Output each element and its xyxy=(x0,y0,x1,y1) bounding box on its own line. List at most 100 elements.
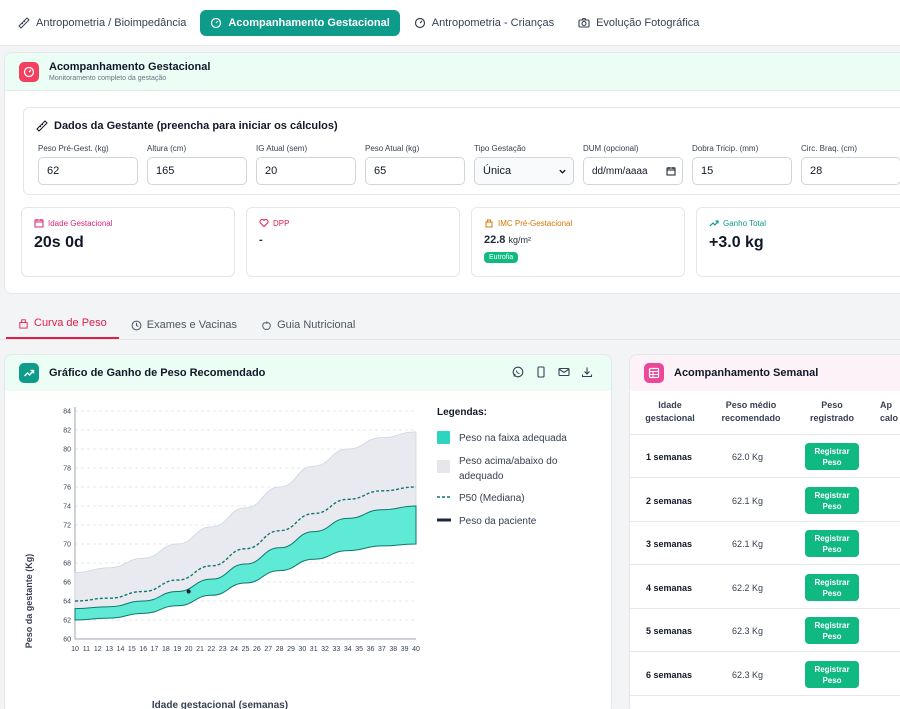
button-line: Registrar xyxy=(814,534,850,543)
legend-label-outside: Peso acima/abaixo do xyxy=(459,456,558,467)
x-tick-label: 37 xyxy=(378,646,386,653)
registrar-peso-button[interactable]: Registrar Peso xyxy=(805,617,859,644)
patient-weight-point xyxy=(186,589,191,594)
table-icon xyxy=(644,363,664,383)
ruler-icon xyxy=(18,16,30,29)
y-tick-label: 70 xyxy=(63,542,71,549)
ig-atual-input[interactable]: 20 xyxy=(256,157,356,185)
download-icon[interactable] xyxy=(581,366,593,378)
header-line: gestacional xyxy=(645,413,695,423)
field-label: Peso Atual (kg) xyxy=(365,144,420,153)
legend-swatch-outside xyxy=(437,460,450,473)
header-line: Peso xyxy=(821,400,843,410)
legend-label-median: P50 (Mediana) xyxy=(459,493,525,504)
x-tick-label: 24 xyxy=(230,646,238,653)
calendar-icon xyxy=(34,219,44,228)
chart-panel-header: Gráfico de Ganho de Peso Recomendado xyxy=(5,355,611,391)
sub-tab-bar: Curva de Peso Exames e Vacinas Guia Nutr… xyxy=(0,310,900,340)
registrar-peso-button[interactable]: Registrar Peso xyxy=(805,486,859,514)
x-tick-label: 28 xyxy=(276,646,284,653)
gauge-icon xyxy=(414,17,425,28)
x-tick-label: 29 xyxy=(287,646,295,653)
recommended-weight-cell: 62.3 Kg xyxy=(732,669,764,680)
weight-chart-panel: Gráfico de Ganho de Peso Recomendado 10 1… xyxy=(4,354,612,709)
tab-antropometria[interactable]: Antropometria / Bioimpedância xyxy=(8,10,196,36)
registrar-peso-button[interactable]: Registrar Peso xyxy=(805,530,859,557)
tab-curva-de-peso[interactable]: Curva de Peso xyxy=(6,317,119,339)
tipo-gestacao-select[interactable]: Única xyxy=(474,157,574,185)
stat-label: Idade Gestacional xyxy=(34,218,222,228)
x-tick-label: 30 xyxy=(298,646,306,653)
legend-label-outside-2: adequado xyxy=(459,471,504,482)
stat-idade-gestacional: Idade Gestacional 20s 0d xyxy=(21,207,235,277)
mail-icon[interactable] xyxy=(558,366,570,378)
recommended-weight-cell: 62.0 Kg xyxy=(732,452,764,462)
chart-panel-title: Gráfico de Ganho de Peso Recomendado xyxy=(49,367,266,379)
field-label: Dobra Tricip. (mm) xyxy=(692,144,759,153)
y-tick-label: 62 xyxy=(63,618,71,625)
registrar-peso-button[interactable]: Registrar Peso xyxy=(805,573,859,601)
dobra-tricip-input[interactable]: 15 xyxy=(692,157,792,185)
stat-label-text: Idade Gestacional xyxy=(48,218,113,228)
x-tick-label: 34 xyxy=(344,646,352,653)
week-cell: 2 semanas xyxy=(646,495,693,506)
x-tick-label: 23 xyxy=(219,646,227,653)
week-cell: 4 semanas xyxy=(646,582,693,593)
registrar-peso-button[interactable]: Registrar Peso xyxy=(805,660,859,688)
phone-icon[interactable] xyxy=(535,366,547,378)
field-label: IG Atual (sem) xyxy=(256,144,308,153)
recommended-weight-cell: 62.3 Kg xyxy=(732,626,764,636)
stat-value: 20s 0d xyxy=(34,234,84,251)
header-apoio: Ap calo xyxy=(880,399,900,425)
tab-antropometria-criancas[interactable]: Antropometria - Crianças xyxy=(404,10,564,36)
header-line: registrado xyxy=(809,413,854,423)
peso-pre-input[interactable]: 62 xyxy=(38,157,138,185)
y-tick-label: 66 xyxy=(63,580,71,587)
x-tick-label: 11 xyxy=(83,646,90,653)
tab-guia-nutricional[interactable]: Guia Nutricional xyxy=(249,319,367,339)
x-tick-label: 39 xyxy=(401,646,409,653)
calendar-icon[interactable] xyxy=(666,166,676,176)
tab-exames-e-vacinas[interactable]: Exames e Vacinas xyxy=(119,319,249,339)
status-badge: Eutrofia xyxy=(484,252,519,263)
legend-swatch-adequate xyxy=(437,431,450,444)
x-tick-label: 12 xyxy=(94,646,102,653)
legend-label-patient: Peso da paciente xyxy=(459,516,537,527)
y-tick-label: 72 xyxy=(63,523,71,530)
x-tick-label: 21 xyxy=(196,646,204,653)
x-tick-label: 10 xyxy=(71,646,79,653)
week-cell: 6 semanas xyxy=(646,669,693,680)
chart-actions xyxy=(512,366,593,378)
stat-label: IMC Pré-Gestacional xyxy=(484,218,672,228)
x-tick-label: 32 xyxy=(321,646,329,653)
tab-evolucao-fotografica[interactable]: Evolução Fotográfica xyxy=(568,10,709,36)
field-dobra-tricip: Dobra Tricip. (mm) 15 xyxy=(692,144,792,185)
altura-input[interactable]: 165 xyxy=(147,157,247,185)
week-cell: 5 semanas xyxy=(646,626,693,636)
subtab-label: Exames e Vacinas xyxy=(146,319,238,331)
x-tick-label: 15 xyxy=(128,646,136,653)
circ-braq-input[interactable]: 28 xyxy=(801,157,900,185)
whatsapp-icon[interactable] xyxy=(512,366,524,378)
button-line: Registrar xyxy=(814,490,850,500)
weekly-panel-header: Acompanhamento Semanal xyxy=(630,355,900,391)
x-tick-label: 16 xyxy=(139,646,147,653)
button-line: Peso xyxy=(822,501,842,511)
date-placeholder: dd/mm/aaaa xyxy=(592,165,648,177)
peso-atual-input[interactable]: 65 xyxy=(365,157,465,185)
gestational-card-header: Acompanhamento Gestacional Monitoramento… xyxy=(5,53,900,91)
gauge-icon xyxy=(211,17,222,28)
table-row: 2 semanas 62.1 Kg Registrar Peso xyxy=(630,479,900,522)
clock-icon xyxy=(131,320,142,330)
field-peso-atual: Peso Atual (kg) 65 xyxy=(365,144,465,185)
tab-label: Evolução Fotográfica xyxy=(596,16,700,29)
tab-acompanhamento-gestacional[interactable]: Acompanhamento Gestacional xyxy=(200,9,400,36)
dum-date-input[interactable]: dd/mm/aaaa xyxy=(583,157,683,185)
registrar-peso-button[interactable]: Registrar Peso xyxy=(805,443,859,470)
x-tick-label: 38 xyxy=(389,646,397,653)
x-tick-label: 17 xyxy=(151,646,159,653)
table-row: 1 semanas 62.0 Kg Registrar Peso xyxy=(630,435,900,478)
weekly-tracking-panel: Acompanhamento Semanal Idade gestacional … xyxy=(629,354,900,709)
stat-label-text: Ganho Total xyxy=(723,218,766,228)
trending-up-icon xyxy=(19,363,39,383)
